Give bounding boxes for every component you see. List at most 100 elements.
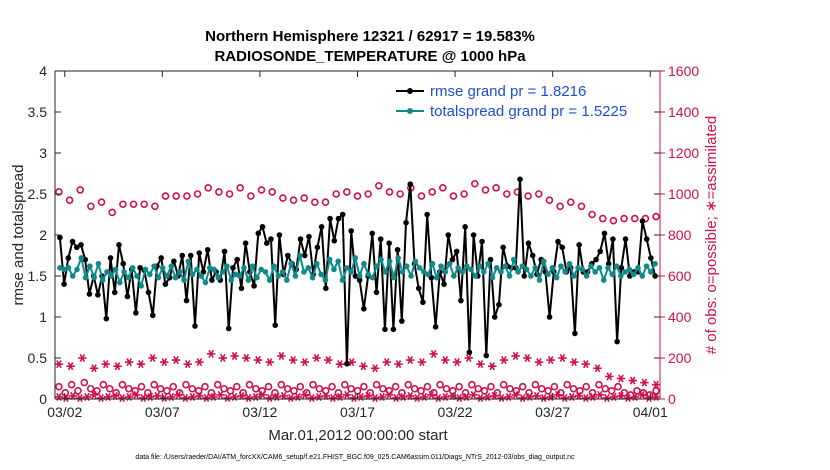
series-point-totalspread [382,269,389,275]
obs-assimilated-stroke [629,376,636,385]
obs-assimilated-marker [307,393,317,403]
obs-assimilated-marker [75,393,85,403]
obs-possible-marker [353,192,362,200]
obs-possible-marker [609,216,618,225]
series-point-rmse [95,292,101,298]
obs-possible-marker [87,202,95,211]
series-point-rmse [318,224,325,230]
obs-assimilated-stroke [290,356,296,365]
y-right-tick-label: 0 [668,391,676,407]
series-point-rmse [529,252,536,259]
obs-possible-marker [118,380,127,389]
obs-assimilated-marker [497,393,506,403]
series-point-totalspread [481,269,487,275]
obs-possible-marker [481,186,490,194]
series-point-totalspread [468,266,474,273]
obs-assimilated-stroke [114,362,121,371]
obs-possible-marker [140,200,149,209]
series-point-rmse [555,238,561,245]
obs-assimilated-marker [342,390,352,399]
series-point-rmse [204,246,211,253]
obs-assimilated-stroke [435,393,442,403]
series-point-totalspread [176,269,183,275]
series-point-totalspread [262,269,269,275]
series-point-totalspread [99,277,106,283]
series-point-rmse [445,232,452,238]
series-point-totalspread [412,258,419,265]
obs-possible-marker [492,184,500,192]
obs-possible-marker [183,192,191,200]
series-point-rmse [149,312,156,319]
obs-assimilated-stroke [477,393,484,403]
series-point-totalspread [558,263,564,269]
y-tick-label: 1.5 [28,268,48,284]
obs-assimilated-stroke [395,360,402,369]
series-point-totalspread [570,273,577,279]
series-point-totalspread [202,279,209,286]
series-point-rmse [183,297,190,304]
series-point-rmse [272,322,278,329]
obs-assimilated-stroke [255,356,261,365]
obs-assimilated-stroke [266,358,273,367]
series-point-rmse [86,291,93,297]
series-point-totalspread [117,279,123,286]
obs-assimilated-stroke [325,356,332,365]
series-point-rmse [124,293,131,300]
series-point-rmse [61,281,67,288]
y-tick-label: 3.5 [28,104,48,120]
obs-possible-marker [598,214,607,223]
series-point-rmse [107,255,114,261]
series-point-totalspread [189,271,196,278]
obs-possible-marker [144,389,152,397]
obs-assimilated-stroke [407,356,413,365]
series-point-totalspread [613,263,620,269]
obs-assimilated-marker [363,391,373,400]
obs-assimilated-stroke [559,353,566,363]
series-point-rmse [517,176,523,183]
obs-assimilated-marker [602,393,612,403]
obs-possible-marker [436,380,444,389]
obs-assimilated-marker [490,391,499,400]
series-point-rmse [352,273,359,279]
obs-assimilated-stroke [583,393,589,403]
obs-assimilated-stroke [63,393,69,403]
obs-assimilated-stroke [217,390,224,399]
obs-possible-marker [309,380,317,389]
series-point-totalspread [296,252,303,259]
series-point-rmse [230,265,236,271]
obs-possible-marker [343,188,351,196]
y-tick-label: 2 [39,227,47,243]
series-point-totalspread [322,277,329,283]
series-point-totalspread [104,269,110,275]
obs-assimilated-marker [237,391,246,400]
series-point-totalspread [540,258,547,265]
series-point-rmse [306,233,312,240]
obs-possible-marker [471,179,479,188]
obs-assimilated-marker [300,358,310,367]
obs-possible-marker [213,380,222,389]
series-point-totalspread [271,263,277,269]
x-tick-label: 03/27 [535,404,570,420]
obs-possible-marker [172,192,181,200]
obs-assimilated-stroke [184,360,191,369]
obs-possible-marker [410,384,419,393]
obs-possible-marker [300,194,308,202]
obs-assimilated-marker [370,393,380,403]
series-point-rmse [192,323,198,329]
obs-assimilated-marker [265,358,274,367]
obs-possible-marker [315,384,324,393]
series-point-rmse [466,349,473,356]
series-point-rmse [69,238,76,245]
series-point-rmse [276,232,283,238]
series-point-rmse [449,256,456,263]
series-point-rmse [390,326,397,333]
y-right-tick-label: 800 [668,227,692,243]
obs-assimilated-marker [441,356,450,365]
series-point-rmse [361,306,367,312]
obs-assimilated-stroke [547,356,554,365]
obs-assimilated-stroke [470,390,477,399]
obs-possible-marker [652,212,660,221]
series-point-totalspread [502,263,509,269]
series-point-totalspread [151,263,157,269]
obs-assimilated-marker [487,362,497,371]
